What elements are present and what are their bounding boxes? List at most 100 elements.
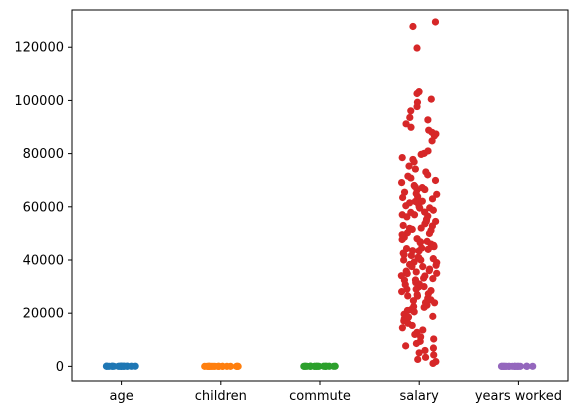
point-salary-157 (404, 292, 412, 300)
point-salary-160 (429, 255, 437, 263)
point-salary-158 (410, 302, 418, 311)
point-salary-10 (424, 116, 432, 124)
point-salary-42 (429, 206, 437, 214)
point-salary-153 (430, 241, 438, 249)
point-salary-29 (431, 176, 440, 185)
point-salary-95 (419, 326, 427, 334)
point-salary-125 (411, 197, 419, 206)
point-salary-139 (403, 306, 411, 315)
point-age-17 (105, 362, 113, 370)
points-layer (102, 18, 537, 370)
x-tick-label-children: children (195, 389, 247, 404)
point-salary-37 (428, 195, 437, 203)
point-salary-126 (424, 245, 432, 253)
point-years-worked-12 (529, 362, 537, 370)
point-salary-24 (405, 162, 413, 170)
point-salary-131 (423, 237, 431, 245)
x-tick-label-age: age (109, 389, 133, 404)
point-salary-114 (425, 229, 434, 237)
point-salary-64 (400, 256, 408, 264)
point-salary-20 (417, 150, 425, 159)
y-axis: 0 20000 40000 60000 80000 100000 120000 (14, 41, 72, 375)
point-salary-93 (408, 321, 416, 330)
point-salary-21 (398, 154, 406, 162)
point-salary-127 (425, 267, 433, 275)
y-tick-label-4: 80000 (23, 147, 64, 162)
point-salary-0 (431, 18, 440, 26)
x-axis: age children commute salary years worked (109, 381, 562, 404)
point-salary-23 (410, 158, 418, 166)
point-salary-145 (416, 204, 424, 212)
point-salary-101 (412, 339, 420, 348)
series-age (102, 362, 139, 370)
point-salary-111 (412, 189, 420, 198)
point-age-19 (117, 362, 125, 370)
point-salary-2 (413, 44, 421, 52)
point-years-worked-16 (510, 362, 519, 370)
point-salary-133 (410, 211, 419, 219)
point-salary-12 (407, 123, 415, 131)
point-salary-159 (412, 268, 420, 276)
x-tick-label-salary: salary (400, 389, 440, 404)
point-commute-16 (300, 362, 308, 370)
point-children-17 (211, 362, 219, 370)
point-children-13 (234, 362, 242, 370)
point-salary-17 (428, 137, 436, 145)
point-salary-154 (419, 263, 427, 271)
series-children (201, 362, 242, 370)
point-salary-155 (411, 276, 420, 284)
x-tick-label-commute: commute (289, 389, 351, 404)
series-commute (300, 362, 339, 370)
point-salary-8 (407, 107, 415, 115)
y-tick-label-6: 120000 (14, 41, 64, 56)
point-salary-144 (432, 217, 440, 226)
point-salary-152 (408, 225, 416, 234)
point-salary-89 (429, 312, 437, 320)
point-salary-134 (414, 253, 422, 261)
point-years-worked-11 (516, 362, 524, 370)
point-salary-27 (424, 171, 432, 179)
point-salary-30 (397, 179, 406, 187)
point-commute-17 (313, 362, 321, 370)
point-salary-142 (408, 247, 417, 255)
y-tick-label-3: 60000 (23, 200, 64, 215)
point-salary-94 (398, 324, 406, 332)
point-years-worked-18 (501, 362, 509, 370)
point-salary-161 (418, 244, 426, 252)
point-salary-117 (433, 269, 441, 277)
point-salary-1 (409, 22, 417, 31)
point-salary-151 (424, 212, 432, 220)
y-tick-label-2: 40000 (23, 253, 64, 268)
point-salary-70 (403, 269, 411, 278)
point-salary-35 (433, 190, 441, 198)
point-salary-5 (427, 95, 435, 103)
y-tick-label-5: 100000 (14, 94, 64, 109)
point-salary-156 (427, 286, 435, 295)
point-salary-137 (403, 285, 411, 293)
point-salary-130 (429, 275, 437, 283)
point-years-worked-19 (522, 362, 531, 370)
point-salary-136 (421, 272, 429, 280)
point-salary-7 (413, 102, 421, 111)
point-salary-104 (421, 346, 429, 355)
point-salary-102 (402, 342, 410, 350)
point-salary-123 (417, 224, 425, 232)
point-salary-9 (406, 113, 414, 122)
point-salary-129 (413, 290, 421, 299)
point-salary-97 (411, 330, 419, 339)
point-salary-105 (415, 349, 423, 357)
x-tick-label-years-worked: years worked (475, 389, 562, 404)
point-salary-119 (427, 296, 435, 304)
point-salary-149 (421, 185, 429, 194)
y-tick-label-1: 20000 (23, 307, 64, 322)
point-salary-121 (400, 251, 408, 259)
point-salary-138 (421, 298, 430, 307)
point-salary-150 (406, 199, 414, 207)
point-salary-108 (414, 355, 422, 364)
point-salary-140 (404, 313, 413, 321)
point-salary-110 (429, 359, 437, 368)
point-salary-82 (409, 297, 418, 305)
point-salary-87 (410, 308, 418, 316)
point-salary-99 (430, 335, 438, 343)
point-salary-147 (411, 183, 419, 191)
